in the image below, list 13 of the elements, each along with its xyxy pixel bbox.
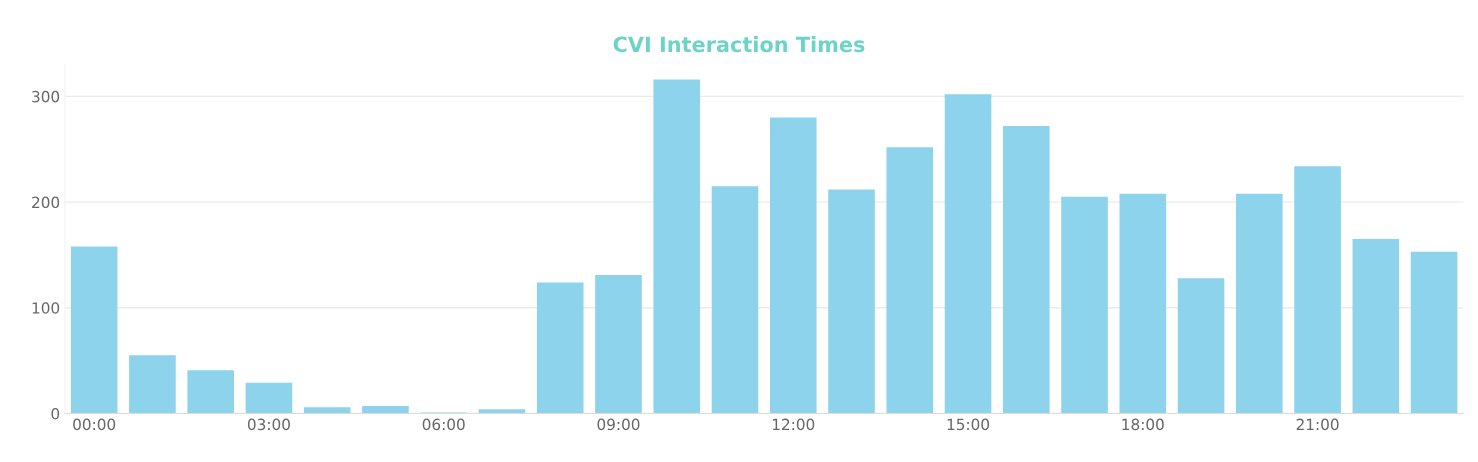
- x-tick-label: 21:00: [1296, 418, 1339, 431]
- x-tick-label: 15:00: [947, 418, 990, 431]
- x-tick-label: 09:00: [597, 418, 640, 431]
- x-tick-label: 03:00: [247, 418, 290, 431]
- x-tick-label: 12:00: [772, 418, 815, 431]
- y-tick-label: 200: [32, 196, 60, 209]
- y-tick-label: 0: [51, 407, 60, 420]
- chart-title: CVI Interaction Times: [613, 36, 865, 53]
- x-tick-label: 18:00: [1122, 418, 1164, 431]
- y-tick-label: 100: [32, 302, 60, 314]
- x-tick-label: 06:00: [422, 418, 465, 431]
- x-tick-label: 00:00: [73, 418, 116, 431]
- y-tick-label: 300: [32, 90, 60, 103]
